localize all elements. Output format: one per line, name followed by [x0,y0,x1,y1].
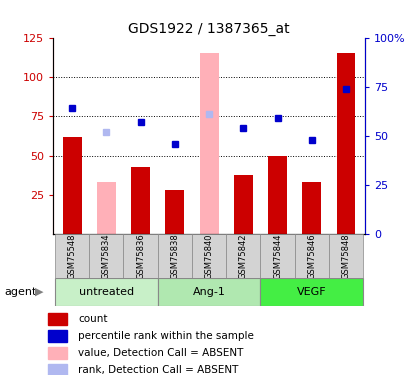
Text: GSM75548: GSM75548 [67,233,76,279]
Bar [165,190,184,234]
Text: Ang-1: Ang-1 [192,286,225,297]
Bar [336,53,355,234]
Title: GDS1922 / 1387365_at: GDS1922 / 1387365_at [128,22,289,36]
Text: agent: agent [4,287,36,297]
Bar [48,346,67,359]
FancyBboxPatch shape [260,278,362,306]
Text: ▶: ▶ [35,287,43,297]
FancyBboxPatch shape [123,234,157,278]
FancyBboxPatch shape [294,234,328,278]
Bar [302,182,321,234]
Bar [131,166,150,234]
Text: rank, Detection Call = ABSENT: rank, Detection Call = ABSENT [78,364,238,375]
Bar [97,182,115,234]
FancyBboxPatch shape [260,234,294,278]
Bar [63,137,81,234]
Text: GSM75834: GSM75834 [101,233,110,279]
FancyBboxPatch shape [157,234,191,278]
Bar [267,156,286,234]
FancyBboxPatch shape [328,234,362,278]
FancyBboxPatch shape [157,278,260,306]
Bar [234,174,252,234]
Text: percentile rank within the sample: percentile rank within the sample [78,331,253,341]
Text: untreated: untreated [79,286,134,297]
Text: VEGF: VEGF [296,286,326,297]
Text: GSM75836: GSM75836 [136,233,145,279]
FancyBboxPatch shape [226,234,260,278]
Bar [199,53,218,234]
Text: GSM75840: GSM75840 [204,233,213,279]
Text: count: count [78,314,107,324]
Text: GSM75844: GSM75844 [272,233,281,279]
Bar [48,313,67,325]
Text: GSM75838: GSM75838 [170,233,179,279]
FancyBboxPatch shape [89,234,123,278]
Bar [48,363,67,375]
Text: value, Detection Call = ABSENT: value, Detection Call = ABSENT [78,348,243,358]
Text: GSM75848: GSM75848 [341,233,350,279]
Bar [48,330,67,342]
Text: GSM75842: GSM75842 [238,233,247,279]
FancyBboxPatch shape [55,278,157,306]
FancyBboxPatch shape [191,234,226,278]
Text: GSM75846: GSM75846 [307,233,316,279]
FancyBboxPatch shape [55,234,89,278]
